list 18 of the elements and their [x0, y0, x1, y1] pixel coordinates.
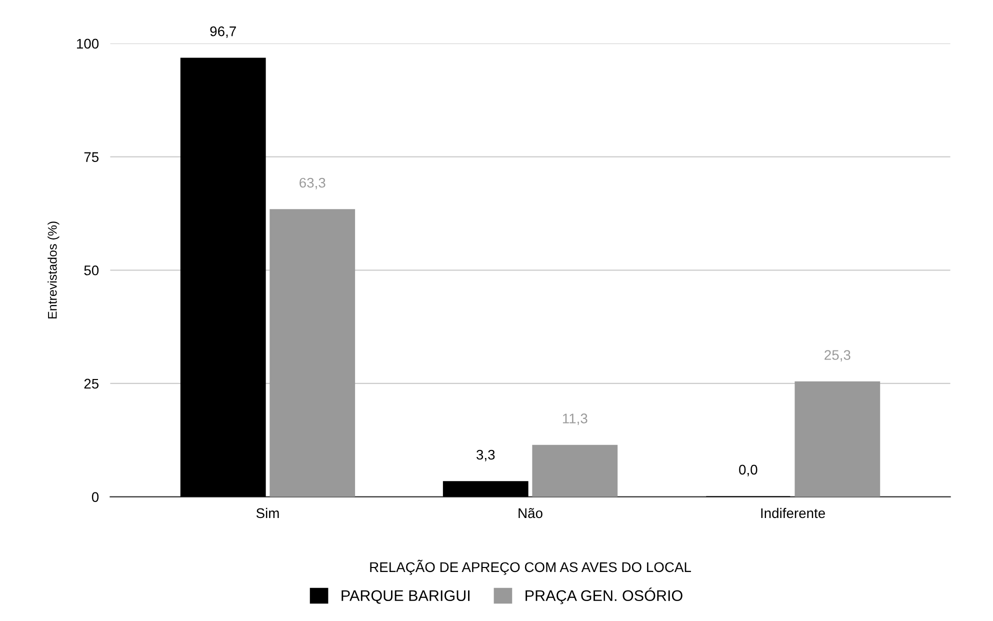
- data-label: 11,3: [562, 414, 588, 426]
- x-axis-title: RELAÇÃO DE APREÇO COM AS AVES DO LOCAL: [370, 560, 691, 575]
- legend-label: PARQUE BARIGUI: [342, 590, 470, 604]
- data-label: 25,3: [824, 350, 850, 362]
- y-tick-label: 50: [84, 265, 99, 276]
- y-tick-label: 0: [92, 492, 99, 502]
- x-tick-label: Não: [518, 508, 542, 518]
- data-label: 0,0: [739, 464, 758, 476]
- legend-label: PRAÇA GEN. OSÓRIO: [526, 588, 682, 604]
- y-axis-title: Entrevistados (%): [48, 222, 60, 318]
- y-tick-label: 75: [84, 152, 99, 162]
- x-tick-label: Sim: [256, 508, 279, 518]
- data-label: 96,7: [210, 26, 236, 38]
- y-tick-label: 25: [84, 378, 99, 389]
- data-label: 63,3: [300, 178, 326, 190]
- x-tick-label: Indiferente: [761, 508, 825, 518]
- y-tick-label: 100: [77, 38, 99, 49]
- data-label: 3,3: [476, 450, 495, 462]
